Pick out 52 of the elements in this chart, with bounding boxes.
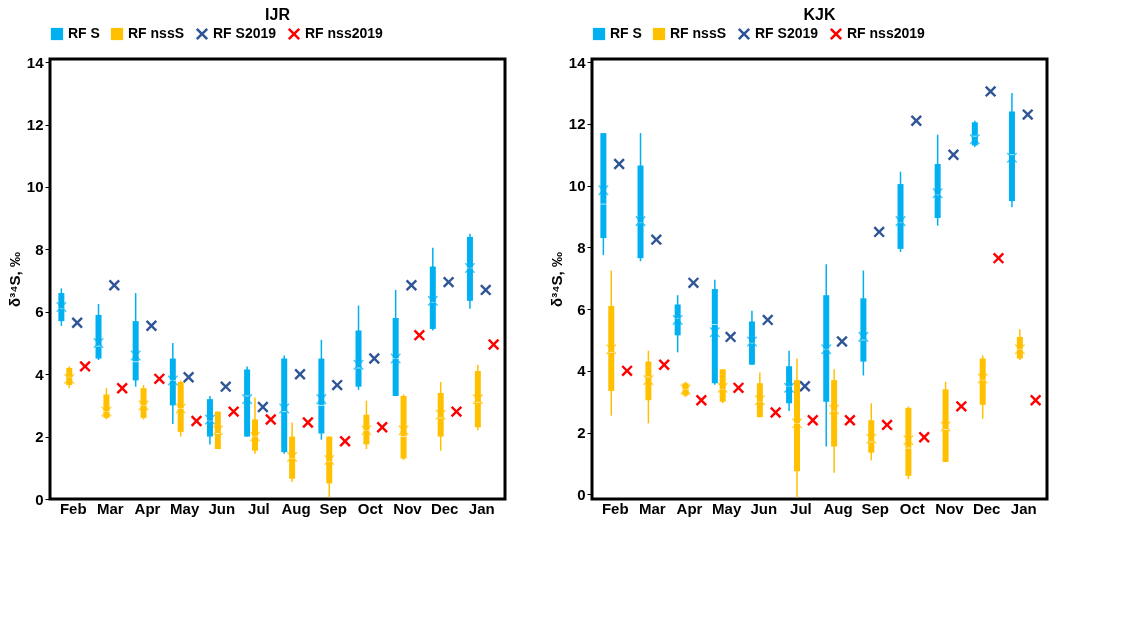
y-tick-label: 14: [26, 53, 45, 71]
x-tick-label: Nov: [935, 499, 965, 517]
y-tick-label: 10: [568, 177, 586, 195]
x-tick-label: Jan: [1010, 499, 1037, 517]
legend-label: RF nss2019: [847, 25, 926, 41]
x-tick-label: Jul: [248, 499, 270, 517]
y-tick-label: 0: [35, 490, 44, 508]
x-tick-label: Jul: [790, 499, 812, 517]
y-tick-label: 2: [35, 428, 44, 446]
chart-title: IJR: [265, 6, 291, 23]
x-tick-label: Jan: [468, 499, 495, 517]
legend-label: RF nss2019: [305, 25, 384, 41]
y-tick-label: 4: [35, 365, 45, 383]
x-tick-label: Jun: [208, 499, 236, 517]
x-tick-label: Aug: [281, 499, 311, 517]
y-tick-label: 14: [568, 53, 587, 71]
legend-label: RF nssS: [128, 25, 185, 41]
x-tick-label: Oct: [899, 499, 925, 517]
x-tick-label: Apr: [676, 499, 703, 517]
legend-label: RF nssS: [670, 25, 727, 41]
x-tick-label: Feb: [59, 499, 87, 517]
chart-title: KJK: [803, 6, 836, 23]
y-axis-title: δ³⁴S, ‰: [547, 252, 565, 307]
x-tick-label: Mar: [639, 499, 666, 517]
y-tick-label: 4: [577, 362, 587, 380]
x-tick-label: May: [712, 499, 742, 517]
y-tick-label: 8: [577, 238, 586, 256]
x-tick-label: Sep: [861, 499, 889, 517]
x-tick-label: Sep: [319, 499, 347, 517]
x-tick-label: Apr: [134, 499, 161, 517]
y-tick-label: 0: [577, 485, 586, 503]
x-tick-label: Mar: [97, 499, 124, 517]
x-tick-label: May: [170, 499, 200, 517]
legend-label: RF S: [68, 25, 100, 41]
x-tick-label: Aug: [823, 499, 853, 517]
y-tick-label: 12: [26, 116, 44, 134]
legend-label: RF S2019: [213, 25, 277, 41]
x-tick-label: Dec: [430, 499, 459, 517]
y-axis-title: δ³⁴S, ‰: [5, 252, 23, 307]
y-tick-label: 12: [568, 115, 586, 133]
y-tick-label: 10: [26, 178, 44, 196]
x-tick-label: Nov: [393, 499, 423, 517]
y-tick-label: 6: [35, 303, 44, 321]
x-tick-label: Feb: [601, 499, 629, 517]
x-tick-label: Jun: [750, 499, 778, 517]
x-tick-label: Oct: [357, 499, 383, 517]
y-tick-label: 6: [577, 300, 586, 318]
y-tick-label: 2: [577, 424, 586, 442]
y-tick-label: 8: [35, 240, 44, 258]
legend-label: RF S: [610, 25, 642, 41]
legend-label: RF S2019: [755, 25, 819, 41]
x-tick-label: Dec: [972, 499, 1001, 517]
